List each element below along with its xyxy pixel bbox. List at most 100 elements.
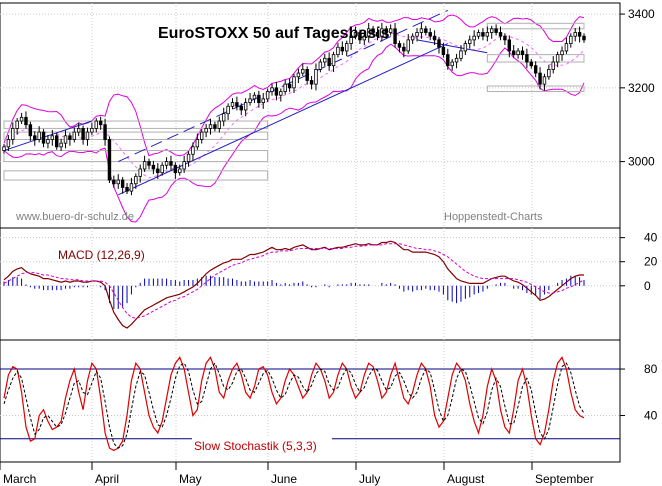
candle-body bbox=[107, 139, 112, 181]
candle-body bbox=[134, 175, 138, 185]
value-tick-label: 40 bbox=[644, 231, 658, 245]
candle-body bbox=[529, 61, 533, 67]
candle-body bbox=[2, 146, 6, 151]
support-zone bbox=[3, 131, 269, 140]
bollinger-upper bbox=[3, 14, 585, 157]
candle-body bbox=[235, 102, 239, 107]
candle-body bbox=[428, 32, 432, 37]
candle-body bbox=[138, 168, 142, 177]
watermark-right: Hoppenstedt-Charts bbox=[444, 211, 543, 223]
stoch-label-bg bbox=[192, 438, 332, 452]
candle-body bbox=[393, 28, 397, 44]
candle-body bbox=[169, 161, 173, 166]
candle-body bbox=[577, 32, 582, 37]
candle-body bbox=[301, 68, 305, 74]
resistance-zone bbox=[486, 54, 585, 63]
candle-body bbox=[419, 28, 424, 33]
candle-body bbox=[28, 124, 33, 137]
value-tick-label: 3000 bbox=[628, 155, 655, 169]
candle-body bbox=[33, 135, 37, 140]
macd-label-bg bbox=[56, 247, 156, 261]
support-zone bbox=[3, 120, 269, 129]
candle-body bbox=[463, 43, 468, 52]
candle-body bbox=[375, 32, 380, 37]
candle-body bbox=[573, 32, 577, 37]
macd-label: MACD (12,26,9) bbox=[58, 248, 145, 262]
candle-body bbox=[164, 161, 169, 166]
candle-body bbox=[59, 142, 63, 148]
candle-body bbox=[248, 98, 252, 103]
candle-body bbox=[103, 124, 107, 140]
candle-body bbox=[287, 83, 292, 89]
resistance-zone bbox=[486, 85, 585, 93]
candle-body bbox=[239, 105, 243, 111]
candle-body bbox=[129, 183, 134, 192]
candle-body bbox=[309, 80, 314, 85]
candle-body bbox=[323, 57, 327, 63]
bollinger-lower bbox=[3, 43, 585, 223]
candle-body bbox=[490, 28, 494, 33]
candle-body bbox=[283, 83, 287, 92]
candle-body bbox=[503, 35, 507, 41]
candle-body bbox=[41, 131, 46, 144]
macd-line bbox=[3, 240, 584, 329]
candle-body bbox=[76, 128, 81, 133]
candle-body bbox=[424, 28, 428, 33]
candle-body bbox=[85, 131, 90, 140]
resistance-zone bbox=[486, 22, 585, 30]
candle-body bbox=[72, 131, 77, 140]
stochastic-k-line bbox=[3, 356, 585, 452]
candle-body bbox=[384, 28, 388, 33]
candle-body bbox=[173, 164, 178, 174]
month-label: May bbox=[179, 472, 202, 486]
month-label: July bbox=[359, 472, 380, 486]
candle-body bbox=[230, 102, 235, 107]
candle-body bbox=[437, 39, 441, 48]
candle-body bbox=[243, 102, 248, 111]
candle-body bbox=[459, 50, 463, 59]
indicator-lines bbox=[0, 240, 620, 452]
candle-body bbox=[125, 187, 129, 192]
candle-body bbox=[516, 50, 520, 56]
candle-body bbox=[582, 35, 586, 41]
candle-body bbox=[366, 28, 371, 37]
candle-body bbox=[507, 39, 512, 52]
candle-body bbox=[353, 32, 358, 37]
value-tick-label: 40 bbox=[644, 409, 658, 423]
trendline-support bbox=[118, 43, 448, 196]
support-zone bbox=[3, 150, 269, 163]
candle-body bbox=[485, 32, 490, 37]
candle-body bbox=[204, 128, 208, 133]
candle-body bbox=[208, 124, 213, 129]
candle-body bbox=[279, 91, 283, 96]
month-label: April bbox=[95, 472, 119, 486]
candle-body bbox=[182, 161, 186, 170]
candle-body bbox=[178, 168, 182, 174]
candle-body bbox=[555, 54, 560, 63]
candle-body bbox=[147, 161, 151, 166]
candle-body bbox=[221, 113, 226, 122]
candle-body bbox=[362, 35, 367, 41]
candle-body bbox=[98, 120, 103, 126]
candle-body bbox=[472, 35, 476, 41]
candle-body bbox=[46, 139, 50, 144]
month-label: September bbox=[535, 472, 594, 486]
candle-body bbox=[68, 135, 72, 140]
candle-body bbox=[446, 54, 450, 67]
candle-body bbox=[441, 46, 446, 56]
value-tick-label: 20 bbox=[644, 255, 658, 269]
candle-body bbox=[560, 50, 564, 56]
candle-body bbox=[410, 35, 415, 41]
month-label: August bbox=[447, 472, 485, 486]
candle-body bbox=[270, 87, 274, 92]
candle-body bbox=[397, 43, 402, 48]
candle-body bbox=[494, 28, 498, 33]
indicator-overlays bbox=[3, 9, 585, 223]
candle-body bbox=[345, 43, 349, 52]
candle-body bbox=[406, 39, 410, 52]
candle-body bbox=[19, 116, 24, 122]
value-tick-label: 0 bbox=[644, 279, 651, 293]
candle-body bbox=[142, 161, 147, 170]
stochastic-d-line bbox=[3, 362, 585, 449]
